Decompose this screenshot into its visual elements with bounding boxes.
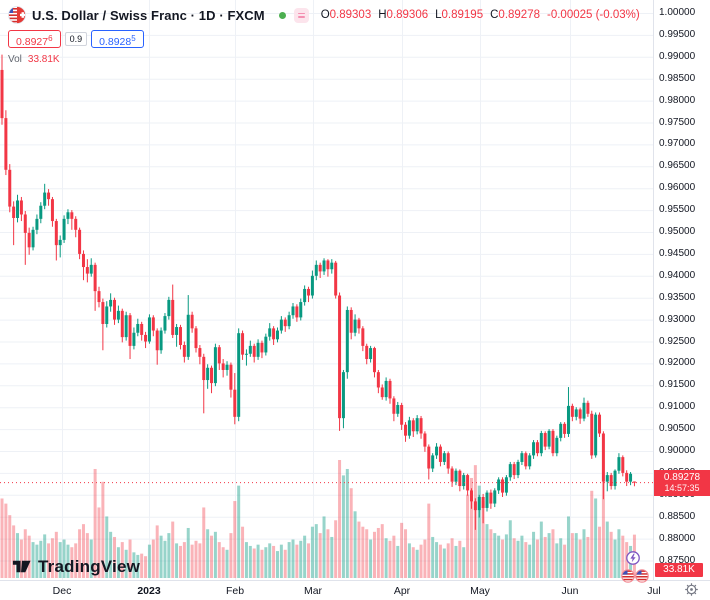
ohlc-h: H0.89306 <box>378 9 429 21</box>
price-tick-label: 0.94000 <box>659 269 696 281</box>
sell-button[interactable]: 0.89276 <box>8 30 61 48</box>
price-tick-label: 0.93000 <box>659 313 696 325</box>
compare-equals-icon[interactable] <box>293 7 309 23</box>
spread-value: 0.9 <box>64 32 88 46</box>
last-price-value: 0.89278 <box>663 471 701 483</box>
price-tick-label: 0.97000 <box>659 138 696 150</box>
change-value: -0.00025 (-0.03%) <box>547 9 640 21</box>
ohlc-o: O0.89303 <box>320 9 372 21</box>
price-tick-label: 0.91000 <box>659 401 696 413</box>
price-tick-label: 0.94500 <box>659 247 696 259</box>
volume-indicator-value: 33.81K <box>27 54 60 65</box>
time-tick-label-may: May <box>470 585 490 597</box>
time-tick-label-feb: Feb <box>225 585 245 597</box>
price-tick-label: 0.96500 <box>659 160 696 172</box>
bar-countdown: 14:57:35 <box>664 483 700 494</box>
price-tick-label: 0.99500 <box>659 28 696 40</box>
price-tick-label: 0.88000 <box>659 532 696 544</box>
us-economic-event-flag-icon[interactable] <box>621 569 635 588</box>
price-tick-label: 0.90500 <box>659 423 696 435</box>
market-status-dot-icon <box>278 11 286 19</box>
price-tick-label: 1.00000 <box>659 7 696 18</box>
tradingview-logo[interactable]: TradingView <box>11 556 140 577</box>
usdchf-pair-flag-icon <box>8 6 26 24</box>
tradingview-logo-icon <box>12 560 31 573</box>
price-tick-label: 0.92500 <box>659 335 696 347</box>
price-tick-label: 0.93500 <box>659 291 696 303</box>
ohlc-values: O0.89303 H0.89306 L0.89195 C0.89278 -0.00025… <box>321 9 640 21</box>
price-tick-label: 0.96000 <box>659 182 696 194</box>
buy-button[interactable]: 0.89285 <box>91 30 144 48</box>
volume-axis-label: 33.81K <box>655 563 703 577</box>
price-tick-label: 0.95000 <box>659 226 696 237</box>
time-tick-label-jul: Jul <box>647 585 661 597</box>
price-tick-label: 0.87500 <box>659 554 696 566</box>
grid-lines <box>0 0 653 580</box>
time-axis[interactable]: Dec 2023 Feb Mar Apr May Jun Jul <box>0 580 710 600</box>
ohlc-l: L0.89195 <box>435 9 484 21</box>
price-tick-label: 0.97500 <box>659 116 696 128</box>
time-tick-label-jun: Jun <box>561 585 579 597</box>
price-tick-label: 0.91500 <box>659 379 696 391</box>
chart-legend: U.S. Dollar / Swiss Franc · 1D · FXCM O0… <box>8 5 640 65</box>
time-tick-label-2023: 2023 <box>137 585 161 597</box>
tradingview-logo-text: TradingView <box>38 556 141 576</box>
chart-canvas[interactable] <box>0 0 653 580</box>
candlesticks <box>0 54 636 530</box>
last-price-label: 0.89278 14:57:35 <box>654 469 710 496</box>
price-tick-label: 0.92000 <box>659 357 696 369</box>
price-tick-label: 0.88500 <box>659 510 696 522</box>
ohlc-c: C0.89278 <box>490 9 540 21</box>
time-tick-label-dec: Dec <box>52 585 72 597</box>
price-tick-label: 0.98000 <box>659 94 696 106</box>
price-tick-label: 0.98500 <box>659 72 696 84</box>
us-economic-event-flag-icon[interactable] <box>635 569 649 588</box>
price-tick-label: 0.90000 <box>659 445 696 456</box>
time-tick-label-apr: Apr <box>393 585 411 597</box>
volume-indicator-label[interactable]: Vol <box>8 54 22 65</box>
time-tick-label-mar: Mar <box>303 585 323 597</box>
price-tick-label: 0.99000 <box>659 50 696 62</box>
price-tick-label: 0.95500 <box>659 204 696 216</box>
timezone-settings-gear-icon[interactable] <box>684 582 699 597</box>
volume-bars <box>0 460 636 578</box>
alert-lightning-icon[interactable] <box>626 551 640 570</box>
symbol-title[interactable]: U.S. Dollar / Swiss Franc · 1D · FXCM <box>32 7 265 23</box>
